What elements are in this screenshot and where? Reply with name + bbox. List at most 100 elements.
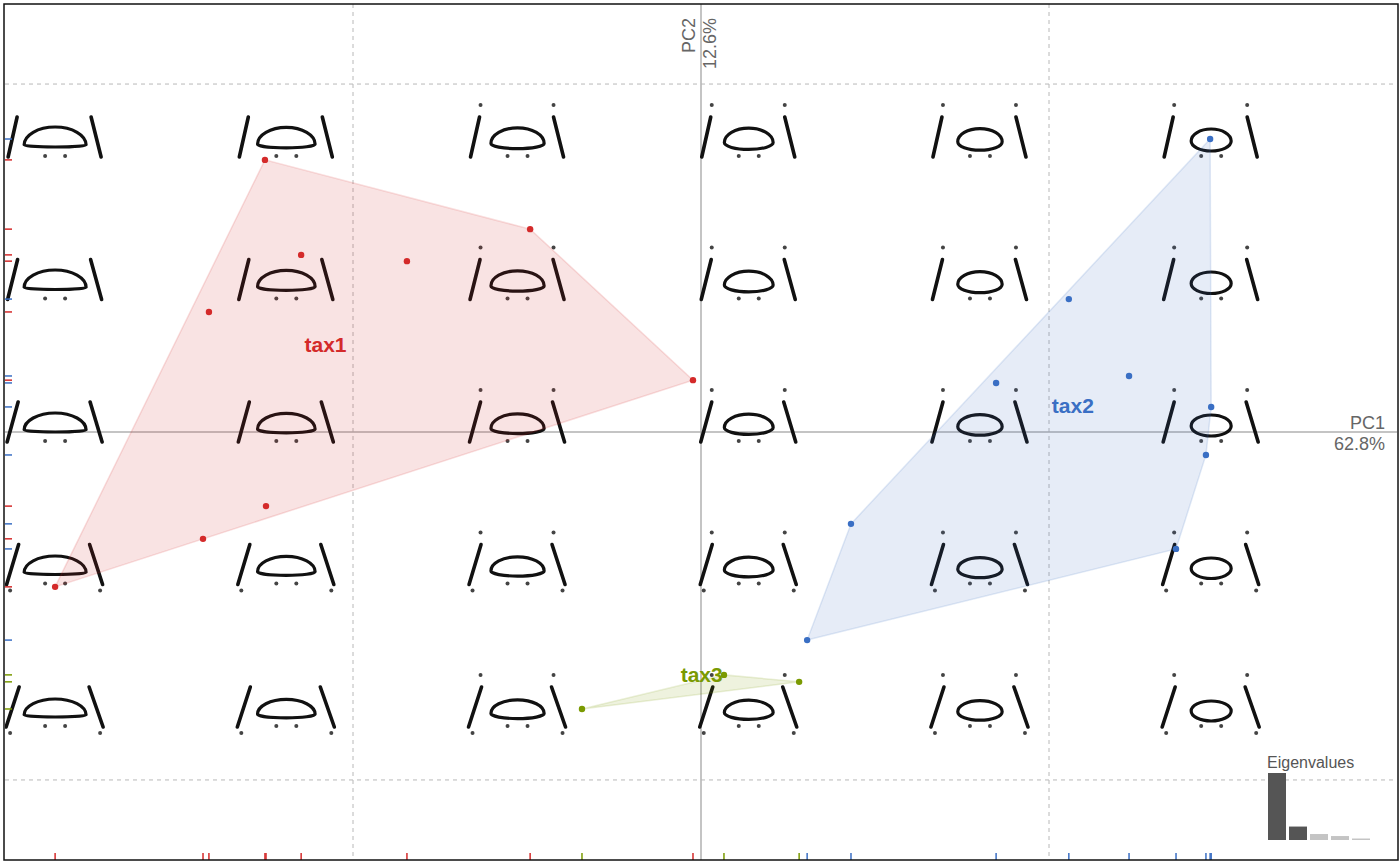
landmark (43, 581, 47, 585)
outline (24, 127, 86, 147)
data (5, 136, 1214, 860)
rug-x (406, 853, 408, 860)
landmark (1219, 154, 1223, 158)
landmark (1245, 530, 1249, 534)
landmark (1199, 581, 1203, 585)
side-line (1015, 260, 1026, 300)
point (796, 679, 802, 685)
landmark (941, 388, 945, 392)
eigen-bar (1352, 839, 1370, 840)
hull (55, 160, 693, 587)
point (993, 380, 999, 386)
rug-x (692, 853, 694, 860)
landmark (933, 731, 937, 735)
landmark (63, 297, 67, 301)
rug-x (1210, 853, 1212, 860)
morph-shape (932, 246, 1026, 301)
rug-y (5, 254, 12, 256)
side-line (321, 544, 334, 584)
outline (24, 413, 86, 432)
rug-y (5, 382, 12, 384)
eigen-bar (1331, 836, 1349, 840)
landmark (479, 673, 483, 677)
outline (1191, 558, 1231, 579)
group-label: tax3 (681, 663, 723, 686)
landmark (783, 388, 787, 392)
morph-shape (8, 260, 102, 301)
outline (24, 699, 86, 717)
point (527, 226, 533, 232)
landmark (737, 439, 741, 443)
landmark (1014, 246, 1018, 250)
morph-shape (6, 687, 103, 735)
background (0, 0, 1400, 865)
side-line (1014, 687, 1028, 727)
landmark (471, 588, 475, 592)
landmark (941, 673, 945, 677)
landmark (783, 246, 787, 250)
landmark (526, 581, 530, 585)
landmark (1199, 724, 1203, 728)
landmark (561, 588, 565, 592)
outline (491, 700, 544, 719)
side-line (471, 117, 480, 157)
morph-shape (931, 673, 1028, 735)
side-line (931, 687, 944, 727)
landmark (968, 297, 972, 301)
landmark (506, 154, 510, 158)
landmark (1219, 724, 1223, 728)
outline (724, 557, 773, 577)
rug-y (5, 505, 12, 507)
outline (491, 128, 544, 149)
landmark (941, 246, 945, 250)
eigen-bar (1289, 827, 1307, 840)
landmark (1164, 588, 1168, 592)
landmark (792, 731, 796, 735)
landmark (479, 103, 483, 107)
morph-shape (469, 673, 566, 735)
side-line (1016, 117, 1026, 157)
landmark (1219, 581, 1223, 585)
rug-y (5, 379, 12, 381)
rug-y (5, 548, 12, 550)
rug-y (5, 260, 12, 262)
outline (1191, 701, 1231, 721)
outline (724, 271, 773, 292)
eigen-bar (1268, 773, 1286, 840)
rug-y (5, 523, 12, 525)
chart: tax1tax2tax3PC162.8%PC212.6%Eigenvalues (0, 0, 1400, 865)
landmark (1014, 103, 1018, 107)
landmark (43, 439, 47, 443)
landmark (1219, 297, 1223, 301)
point (206, 309, 212, 315)
landmark (1014, 673, 1018, 677)
side-line (701, 260, 711, 300)
landmark (710, 246, 714, 250)
grid-line (5, 779, 1397, 780)
side-line (8, 260, 18, 300)
group-label: tax2 (1052, 394, 1094, 417)
point (52, 584, 58, 590)
landmark (1254, 588, 1258, 592)
rug-y (5, 674, 12, 676)
landmark (737, 297, 741, 301)
side-line (702, 117, 711, 157)
landmark (1023, 588, 1027, 592)
landmark (63, 724, 67, 728)
rug-x (202, 853, 204, 860)
outline (258, 556, 316, 575)
axis-title: 12.6% (700, 18, 720, 69)
side-line (322, 117, 332, 157)
landmark (239, 731, 243, 735)
eigenvalue-inset: Eigenvalues (1267, 754, 1370, 840)
rug-x (300, 853, 302, 860)
outline (258, 699, 316, 717)
landmark (506, 581, 510, 585)
landmark (526, 724, 530, 728)
rug-y (5, 375, 12, 377)
rug-x (995, 853, 997, 860)
morph-shape (469, 530, 565, 592)
outline (24, 270, 86, 289)
landmark (43, 297, 47, 301)
rug-x (1175, 853, 1177, 860)
